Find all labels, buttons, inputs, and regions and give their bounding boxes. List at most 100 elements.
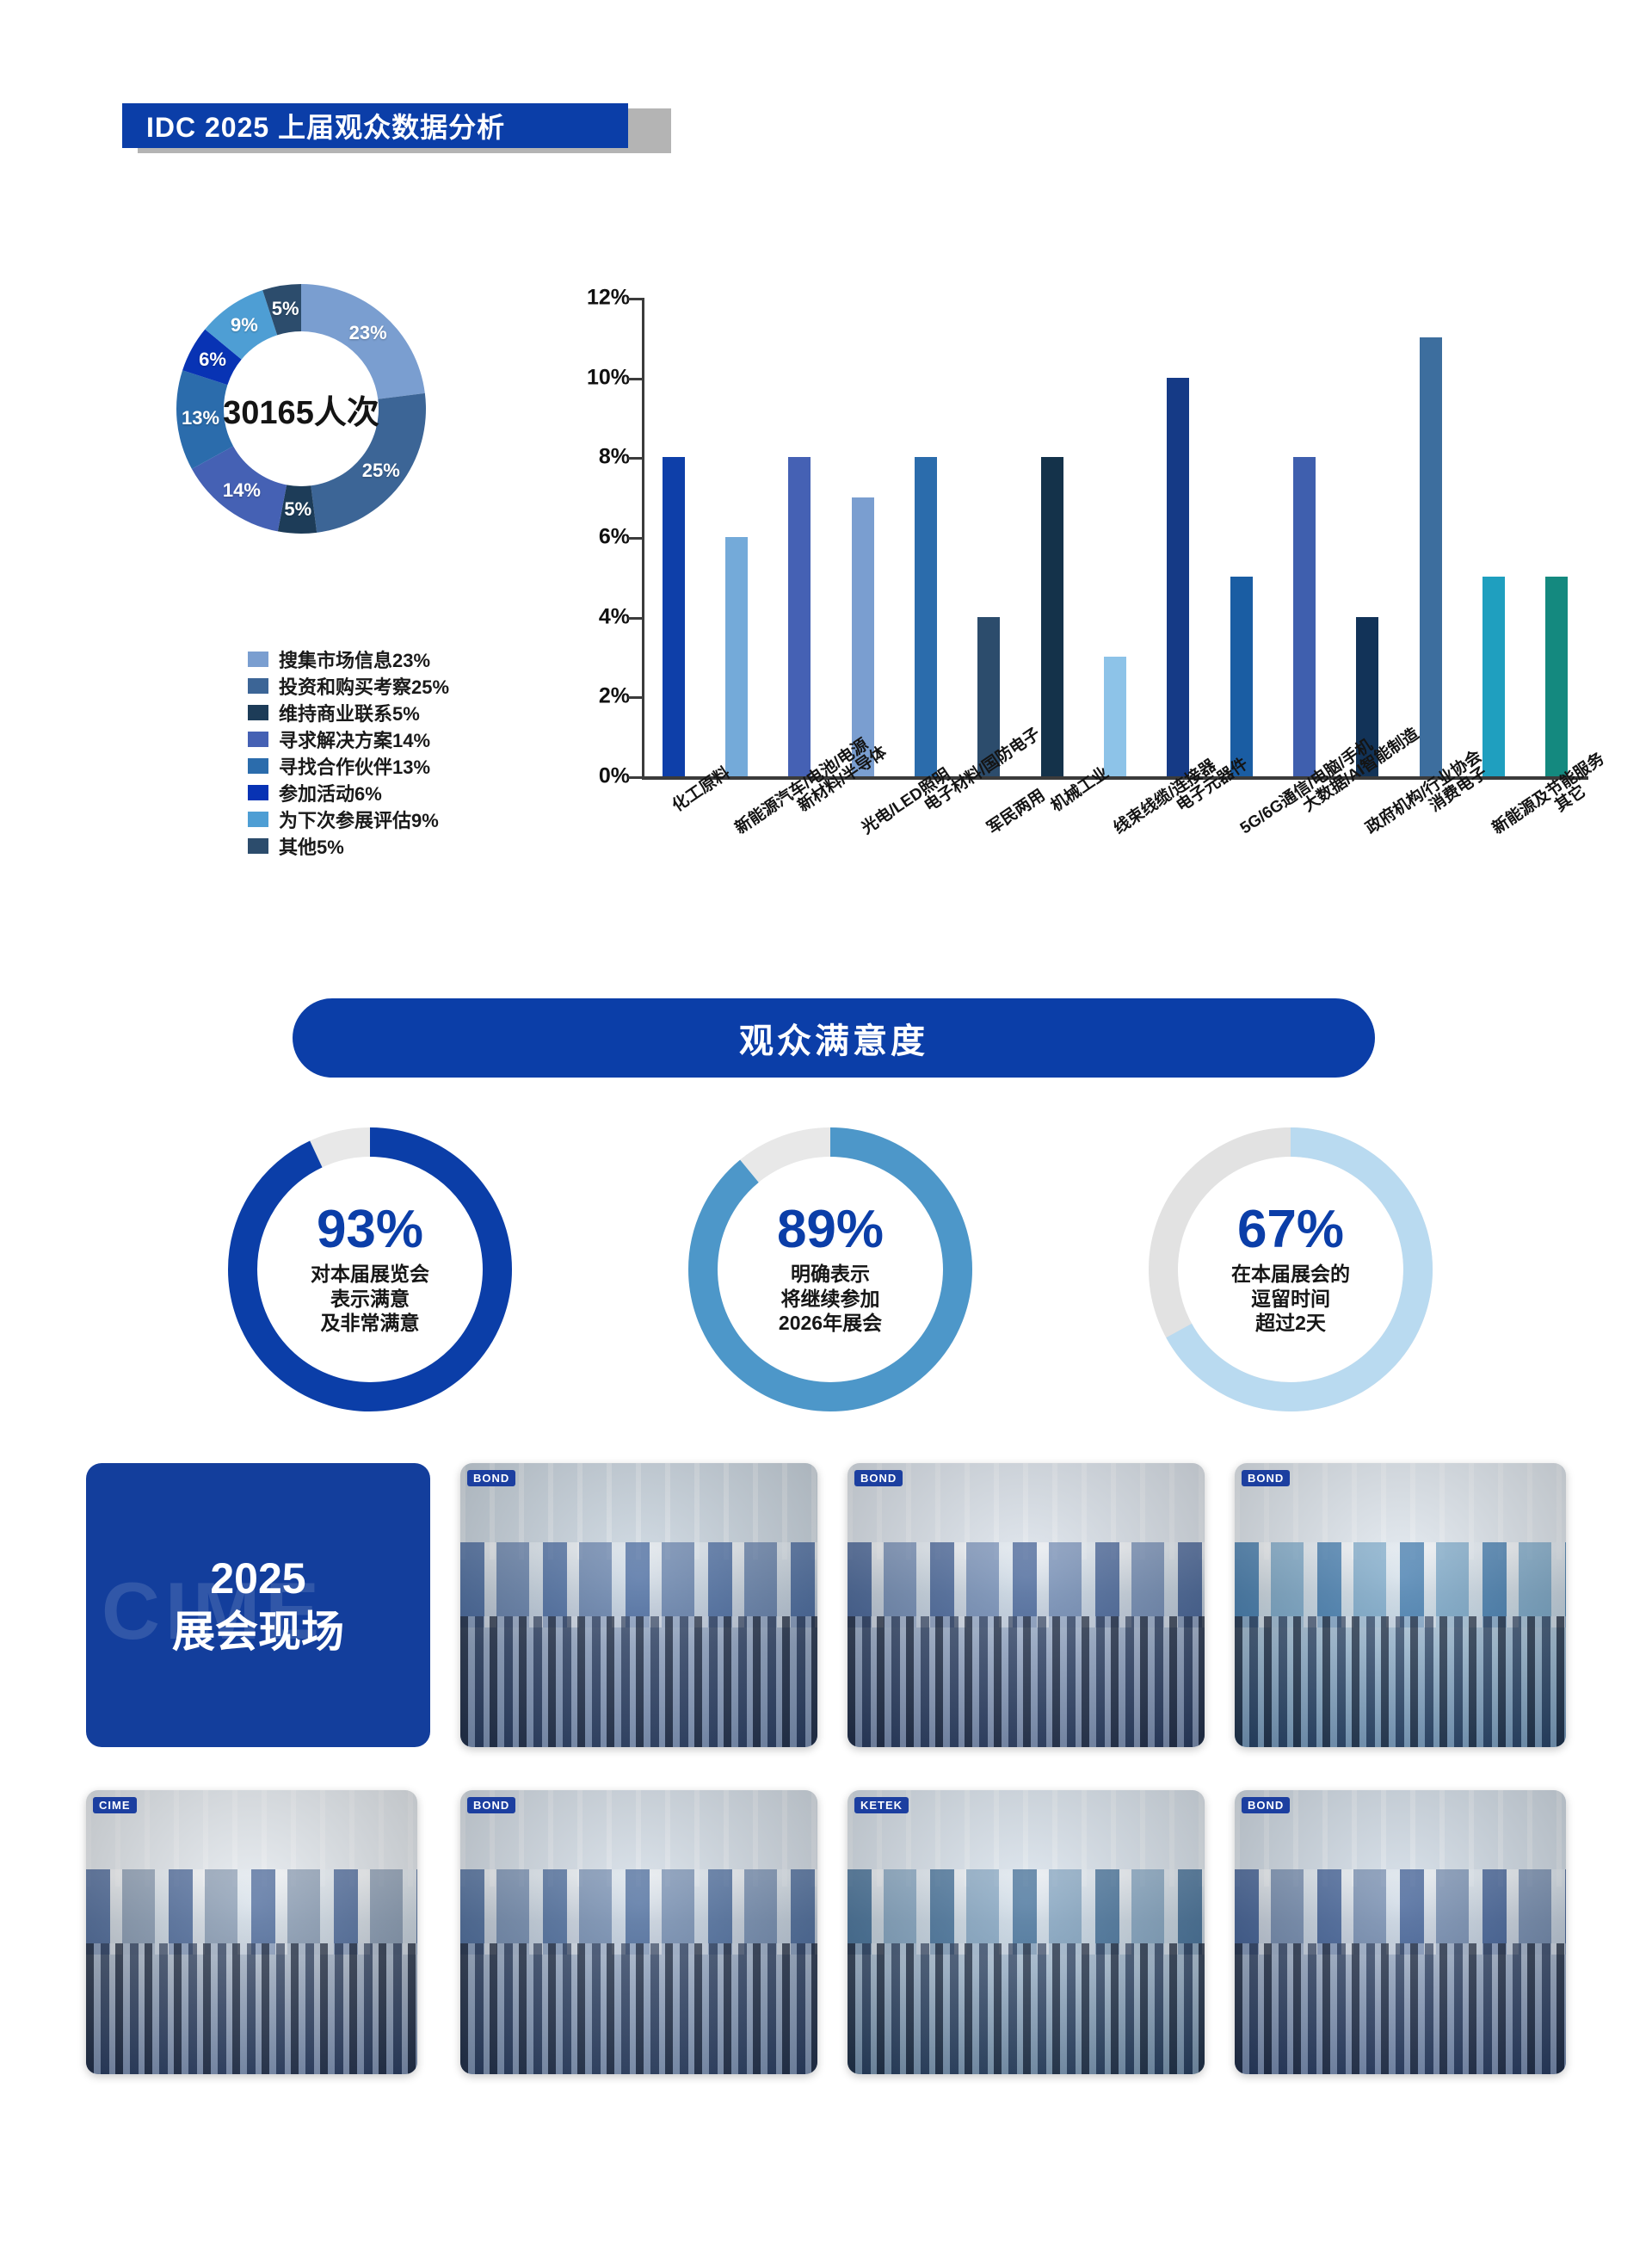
ring-progress-arc <box>688 1127 972 1411</box>
visitor-crowd <box>1235 1943 1566 2074</box>
donut-svg <box>176 284 426 534</box>
donut-slice <box>182 329 242 386</box>
legend-label: 其他5% <box>279 836 344 858</box>
photo-vignette <box>86 1790 417 2074</box>
satisfaction-ring: 67% 在本届展会的 逗留时间 超过2天 <box>1136 1115 1446 1424</box>
y-axis-tick <box>628 616 642 620</box>
bar-cell <box>831 298 894 776</box>
visitor-crowd <box>86 1943 417 2074</box>
gallery-label-year: 2025 <box>210 1553 306 1603</box>
legend-swatch <box>248 784 268 800</box>
bar <box>1482 577 1505 776</box>
y-tick-label: 8% <box>598 444 630 469</box>
donut-slice <box>262 284 301 336</box>
visitor-crowd <box>1235 1616 1566 1747</box>
donut-slice-label: 25% <box>361 460 400 482</box>
legend-label: 投资和购买考察25% <box>279 676 450 698</box>
donut-legend: 搜集市场信息23% 投资和购买考察25% 维持商业联系5% 寻求解决方案14% 寻找合作… <box>248 645 449 859</box>
legend-swatch <box>248 651 268 667</box>
photo-brand-badge: BOND <box>1242 1470 1291 1486</box>
bar-cell <box>705 298 767 776</box>
exhibition-booths <box>848 1869 1205 1955</box>
audience-purpose-donut-block: 30165人次 23% 25% 5% 14% 13% 6% 9% 5% <box>133 267 495 551</box>
legend-item: 参加活动6% <box>248 779 449 806</box>
bar <box>1356 616 1379 776</box>
photo-brand-badge: BOND <box>467 1797 516 1813</box>
legend-label: 参加活动6% <box>279 782 382 805</box>
bar-chart-x-axis-labels: 化工原料 新能源汽车/电池/电源 新材料/半导体 光电/LED照明 电子材料/国防电子军… <box>642 725 1607 921</box>
y-axis-tick <box>628 776 642 779</box>
donut-slice <box>205 290 278 360</box>
bar-cell <box>1210 298 1273 776</box>
donut-slice-label: 13% <box>181 407 220 429</box>
photo-vignette <box>460 1790 817 2074</box>
page-title: IDC 2025 上届观众数据分析 <box>146 112 506 143</box>
y-axis-tick <box>628 537 642 540</box>
bar <box>1167 377 1190 776</box>
visitor-crowd <box>460 1943 817 2074</box>
photo-brand-badge: BOND <box>467 1470 516 1486</box>
donut-slice-label: 23% <box>348 321 387 343</box>
bar <box>977 616 1001 776</box>
legend-label: 维持商业联系5% <box>279 702 420 725</box>
exhibition-booths <box>1235 1542 1566 1628</box>
legend-item: 寻找合作伙伴13% <box>248 752 449 779</box>
title-blue-block: IDC 2025 上届观众数据分析 <box>122 103 628 148</box>
donut-slice-label: 6% <box>199 349 226 371</box>
photo-brand-badge: CIME <box>93 1797 137 1813</box>
legend-swatch <box>248 811 268 827</box>
legend-item: 为下次参展评估9% <box>248 806 449 832</box>
y-axis-tick <box>628 457 642 460</box>
exhibition-booths <box>1235 1869 1566 1955</box>
donut-slice <box>301 284 425 399</box>
legend-swatch <box>248 837 268 854</box>
legend-item: 维持商业联系5% <box>248 699 449 726</box>
y-tick-label: 10% <box>586 365 630 390</box>
donut-slice <box>176 370 234 469</box>
y-tick-label: 2% <box>598 683 630 708</box>
donut-slice <box>311 392 426 533</box>
bar-chart-plot-area <box>628 298 1588 780</box>
photo-vignette <box>1235 1790 1566 2074</box>
bar-cell <box>1147 298 1210 776</box>
satisfaction-rings: 93% 对本届展览会 表示满意 及非常满意 89% 明确表示 将继续参加 2026年展会 67%… <box>215 1115 1446 1424</box>
bar-cell <box>1020 298 1083 776</box>
legend-swatch <box>248 677 268 694</box>
gallery-photo-card: BOND <box>460 1790 817 2074</box>
photo-vignette <box>460 1463 817 1747</box>
bar-cell <box>894 298 957 776</box>
exhibition-booths <box>86 1869 417 1955</box>
industry-distribution-bar-chart: 0% 2% 4% 6% 8% 10% 12% 化工原料 新能源汽车/电池/电源 新材料/半导体光… <box>568 284 1608 912</box>
photo-vignette <box>1235 1463 1566 1747</box>
donut-slice <box>277 485 317 534</box>
legend-swatch <box>248 704 268 720</box>
legend-label: 寻找合作伙伴13% <box>279 756 431 778</box>
bar <box>1545 577 1569 776</box>
donut-slice-label: 5% <box>271 297 299 319</box>
bar <box>1230 577 1253 776</box>
bar <box>1292 457 1316 776</box>
photo-brand-badge: BOND <box>1242 1797 1291 1813</box>
y-tick-label: 12% <box>586 285 630 310</box>
photo-gallery: CIME 2025 展会现场 BOND BOND BOND CIME BOND KETEK… <box>86 1463 1566 2169</box>
bar <box>914 457 937 776</box>
gallery-photo-card: CIME <box>86 1790 417 2074</box>
gallery-photo-card: BOND <box>848 1463 1205 1747</box>
ring-svg <box>688 1127 972 1411</box>
donut-slice-label: 9% <box>231 313 258 336</box>
bar <box>1103 657 1126 776</box>
photo-vignette <box>848 1463 1205 1747</box>
satisfaction-ring: 93% 对本届展览会 表示满意 及非常满意 <box>215 1115 525 1424</box>
donut-slice-label: 14% <box>222 479 261 502</box>
bar <box>788 457 811 776</box>
y-tick-label: 6% <box>598 524 630 549</box>
bar-cell <box>642 298 705 776</box>
legend-label: 搜集市场信息23% <box>279 649 431 671</box>
gallery-label-card: CIME 2025 展会现场 <box>86 1463 430 1747</box>
legend-swatch <box>248 757 268 774</box>
exhibition-booths <box>460 1869 817 1955</box>
ring-svg <box>228 1127 512 1411</box>
ring-progress-arc <box>228 1127 512 1411</box>
x-axis-line <box>642 776 1588 780</box>
legend-label: 寻求解决方案14% <box>279 729 431 751</box>
